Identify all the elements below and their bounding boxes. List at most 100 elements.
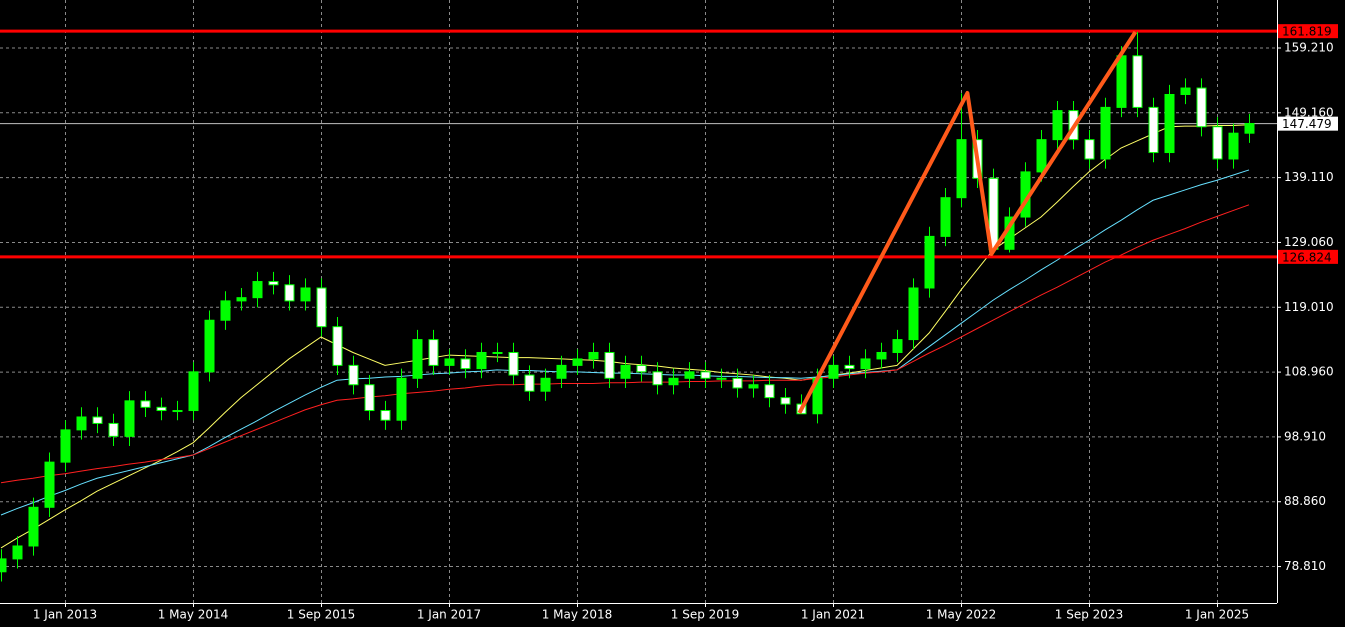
x-tick-label: 1 Jan 2025 [1185, 608, 1249, 622]
y-tick-label: 129.060 [1284, 235, 1334, 249]
candle-body [1116, 55, 1127, 108]
candle-body [284, 284, 295, 302]
candle-body [1180, 87, 1191, 95]
candle-body [220, 300, 231, 321]
y-tick-label: 88.860 [1284, 494, 1326, 508]
candle-body [380, 410, 391, 421]
zigzag [797, 30, 1138, 414]
candle-body [60, 429, 71, 463]
candle-body [876, 351, 887, 360]
candle-body [300, 287, 311, 302]
candle-body [1036, 139, 1047, 173]
candle-body [956, 139, 967, 199]
candle-body [556, 364, 567, 379]
candle-body [108, 422, 119, 437]
candle-body [76, 416, 87, 431]
level-price-box [1278, 24, 1338, 39]
x-tick-label: 1 Jan 2013 [33, 608, 97, 622]
x-tick-label: 1 Sep 2023 [1055, 608, 1123, 622]
y-tick-label: 119.010 [1284, 300, 1334, 314]
candle-body [396, 377, 407, 421]
candle-body [540, 377, 551, 392]
candle-body [12, 545, 23, 560]
candle-body [28, 506, 39, 547]
y-tick-label: 159.210 [1284, 40, 1334, 54]
candle-body [1196, 87, 1207, 128]
candle-body [828, 364, 839, 379]
candle-body [748, 384, 759, 389]
candle-body [1100, 106, 1111, 160]
level-price-box [1278, 249, 1338, 264]
candle-body [172, 410, 183, 413]
candle-body [412, 339, 423, 379]
candle-body [860, 358, 871, 370]
candle-body [1132, 55, 1143, 108]
candle-body [444, 358, 455, 366]
candle-body [924, 235, 935, 289]
candle-body [700, 371, 711, 379]
candle-body [1212, 126, 1223, 160]
candle-body [908, 287, 919, 341]
candle-body [588, 351, 599, 360]
x-tick-label: 1 May 2022 [926, 608, 997, 622]
y-tick-label: 98.910 [1284, 429, 1326, 443]
candle-body [92, 416, 103, 424]
candle-body [668, 377, 679, 386]
candle-body [428, 339, 439, 366]
candle-body [1148, 106, 1159, 154]
candle-body [1084, 139, 1095, 160]
x-tick-label: 1 Sep 2019 [671, 608, 739, 622]
candle-body [732, 377, 743, 389]
y-tick-label: 108.960 [1284, 365, 1334, 379]
candle-body [636, 364, 647, 373]
candle-body [316, 287, 327, 328]
y-tick-label: 78.810 [1284, 559, 1326, 573]
y-tick-label: 139.110 [1284, 170, 1334, 184]
candle-body [572, 358, 583, 366]
candle-body [188, 371, 199, 412]
candle-body [476, 351, 487, 370]
candle-body [268, 281, 279, 286]
level-price-label: 126.824 [1282, 250, 1332, 264]
candle-body [604, 351, 615, 379]
candle-body [524, 374, 535, 392]
candle-body [140, 400, 151, 408]
candle-body [252, 281, 263, 299]
x-tick-label: 1 Sep 2015 [287, 608, 355, 622]
candle-body [1244, 123, 1255, 134]
candle-body [156, 406, 167, 412]
candle-body [460, 358, 471, 370]
x-tick-label: 1 May 2014 [158, 608, 229, 622]
last-price-label: 147.479 [1282, 117, 1332, 131]
candle-body [364, 384, 375, 412]
candle-body [508, 351, 519, 376]
candle-body [652, 371, 663, 386]
candle-body [44, 461, 55, 508]
candle-body [1228, 132, 1239, 160]
candle-body [844, 364, 855, 370]
candle-body [780, 397, 791, 405]
candle-body [716, 377, 727, 380]
y-tick-label: 149.160 [1284, 105, 1334, 119]
candle-body [124, 400, 135, 437]
candle-body [204, 319, 215, 373]
level-price-label: 161.819 [1282, 25, 1332, 39]
candle-body [1052, 110, 1063, 141]
candle-body [236, 297, 247, 302]
x-tick-label: 1 May 2018 [542, 608, 613, 622]
x-tick-label: 1 Jan 2017 [417, 608, 481, 622]
candle-body [620, 364, 631, 379]
candle-body [940, 197, 951, 237]
candle-body [892, 339, 903, 353]
candle-body [0, 558, 7, 573]
candle-body [332, 326, 343, 366]
candle-body [1164, 93, 1175, 154]
x-tick-label: 1 Jan 2021 [801, 608, 865, 622]
candle-body [684, 371, 695, 379]
candle-body [764, 384, 775, 399]
candle-body [348, 364, 359, 386]
last-price-box [1278, 116, 1338, 131]
candle-body [492, 351, 503, 354]
